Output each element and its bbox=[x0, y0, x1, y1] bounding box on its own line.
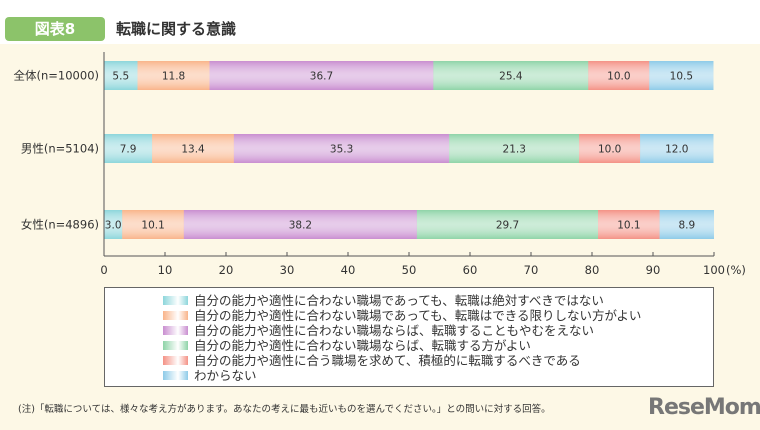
bar-segment-shade bbox=[183, 210, 417, 239]
chart-title: 転職に関する意識 bbox=[116, 20, 237, 38]
legend-swatch bbox=[163, 296, 188, 305]
data-label: 10.0 bbox=[598, 144, 621, 156]
bar-segment-shade bbox=[104, 61, 138, 90]
x-tick-label: 30 bbox=[280, 263, 295, 277]
legend-swatch bbox=[163, 326, 188, 335]
legend-item: 自分の能力や適性に合わない職場ならば、転職することもやむをえない bbox=[163, 323, 594, 339]
category-label: 女性(n=4896) bbox=[21, 218, 99, 232]
data-label: 8.9 bbox=[679, 220, 696, 232]
bar-segment-shade bbox=[416, 210, 599, 239]
data-label: 29.7 bbox=[496, 220, 519, 232]
legend-label: 自分の能力や適性に合わない職場ならば、転職することもやむをえない bbox=[194, 323, 595, 338]
resemom-logo: ReseMom bbox=[648, 395, 760, 420]
data-label: 10.0 bbox=[607, 71, 630, 83]
bar-segment-shade bbox=[433, 61, 589, 90]
data-label: 36.7 bbox=[310, 71, 333, 83]
bar-segment-shade bbox=[588, 61, 650, 90]
legend-swatch bbox=[163, 356, 188, 365]
data-label: 10.5 bbox=[670, 71, 693, 83]
data-label: 38.2 bbox=[289, 220, 312, 232]
data-label: 7.9 bbox=[120, 144, 137, 156]
bar-segment-shade bbox=[598, 210, 660, 239]
legend-swatch bbox=[163, 371, 188, 380]
legend-item: わからない bbox=[163, 368, 257, 384]
data-label: 10.1 bbox=[617, 220, 640, 232]
bar-segment-shade bbox=[104, 134, 153, 163]
legend-label: 自分の能力や適性に合わない職場であっても、転職はできる限りしない方がよい bbox=[194, 308, 642, 323]
legend-item: 自分の能力や適性に合わない職場であっても、転職はできる限りしない方がよい bbox=[163, 308, 641, 324]
legend-label: 自分の能力や適性に合わない職場ならば、転職する方がよい bbox=[194, 338, 531, 353]
legend-label: 自分の能力や適性に合う職場を求めて、積極的に転職するべきである bbox=[194, 353, 581, 368]
legend-item: 自分の能力や適性に合わない職場であっても、転職は絶対すべきではない bbox=[163, 293, 604, 309]
legend: 自分の能力や適性に合わない職場であっても、転職は絶対すべきではない 自分の能力や適… bbox=[104, 287, 714, 387]
data-label: 21.3 bbox=[503, 144, 526, 156]
bar-segment-shade bbox=[137, 61, 210, 90]
x-tick-label: 0 bbox=[100, 263, 107, 277]
legend-item: 自分の能力や適性に合う職場を求めて、積極的に転職するべきである bbox=[163, 353, 581, 369]
bar-segment-shade bbox=[449, 134, 580, 163]
data-label: 12.0 bbox=[665, 144, 688, 156]
x-tick-label: 10 bbox=[158, 263, 173, 277]
x-tick-label: 90 bbox=[646, 263, 661, 277]
data-label: 25.4 bbox=[499, 71, 523, 83]
legend-label: わからない bbox=[194, 368, 257, 383]
data-label: 10.1 bbox=[141, 220, 164, 232]
x-unit-label: (%) bbox=[726, 263, 746, 277]
category-label: 全体(n=10000) bbox=[14, 69, 99, 83]
data-label: 11.8 bbox=[162, 71, 185, 83]
data-label: 35.3 bbox=[330, 144, 353, 156]
bar-segment-shade bbox=[209, 61, 434, 90]
x-tick-label: 100 bbox=[703, 263, 725, 277]
x-tick-label: 20 bbox=[219, 263, 234, 277]
data-label: 5.5 bbox=[112, 71, 129, 83]
figure-tag: 図表8 bbox=[5, 17, 105, 41]
x-tick-label: 80 bbox=[585, 263, 600, 277]
bar-segment-shade bbox=[579, 134, 641, 163]
legend-label: 自分の能力や適性に合わない職場であっても、転職は絶対すべきではない bbox=[194, 293, 604, 308]
legend-swatch bbox=[163, 341, 188, 350]
bar-segment-shade bbox=[659, 210, 714, 239]
legend-item: 自分の能力や適性に合わない職場ならば、転職する方がよい bbox=[163, 338, 531, 354]
category-label: 男性(n=5104) bbox=[21, 142, 99, 156]
data-label: 13.4 bbox=[181, 144, 205, 156]
footnote: (注)「転職については、様々な考え方があります。あなたの考えに最も近いものを選ん… bbox=[18, 404, 551, 415]
legend-swatch bbox=[163, 311, 188, 320]
bar-segment-shade bbox=[233, 134, 450, 163]
x-tick-label: 70 bbox=[524, 263, 539, 277]
bar-segment-shade bbox=[640, 134, 714, 163]
x-tick-label: 60 bbox=[463, 263, 478, 277]
bar-segment-shade bbox=[104, 210, 123, 239]
bar-segment-shade bbox=[152, 134, 234, 163]
bar-segment-shade bbox=[649, 61, 714, 90]
bar-segment-shade bbox=[122, 210, 184, 239]
data-label: 3.0 bbox=[105, 220, 122, 232]
x-tick-label: 50 bbox=[402, 263, 417, 277]
x-tick-label: 40 bbox=[341, 263, 356, 277]
